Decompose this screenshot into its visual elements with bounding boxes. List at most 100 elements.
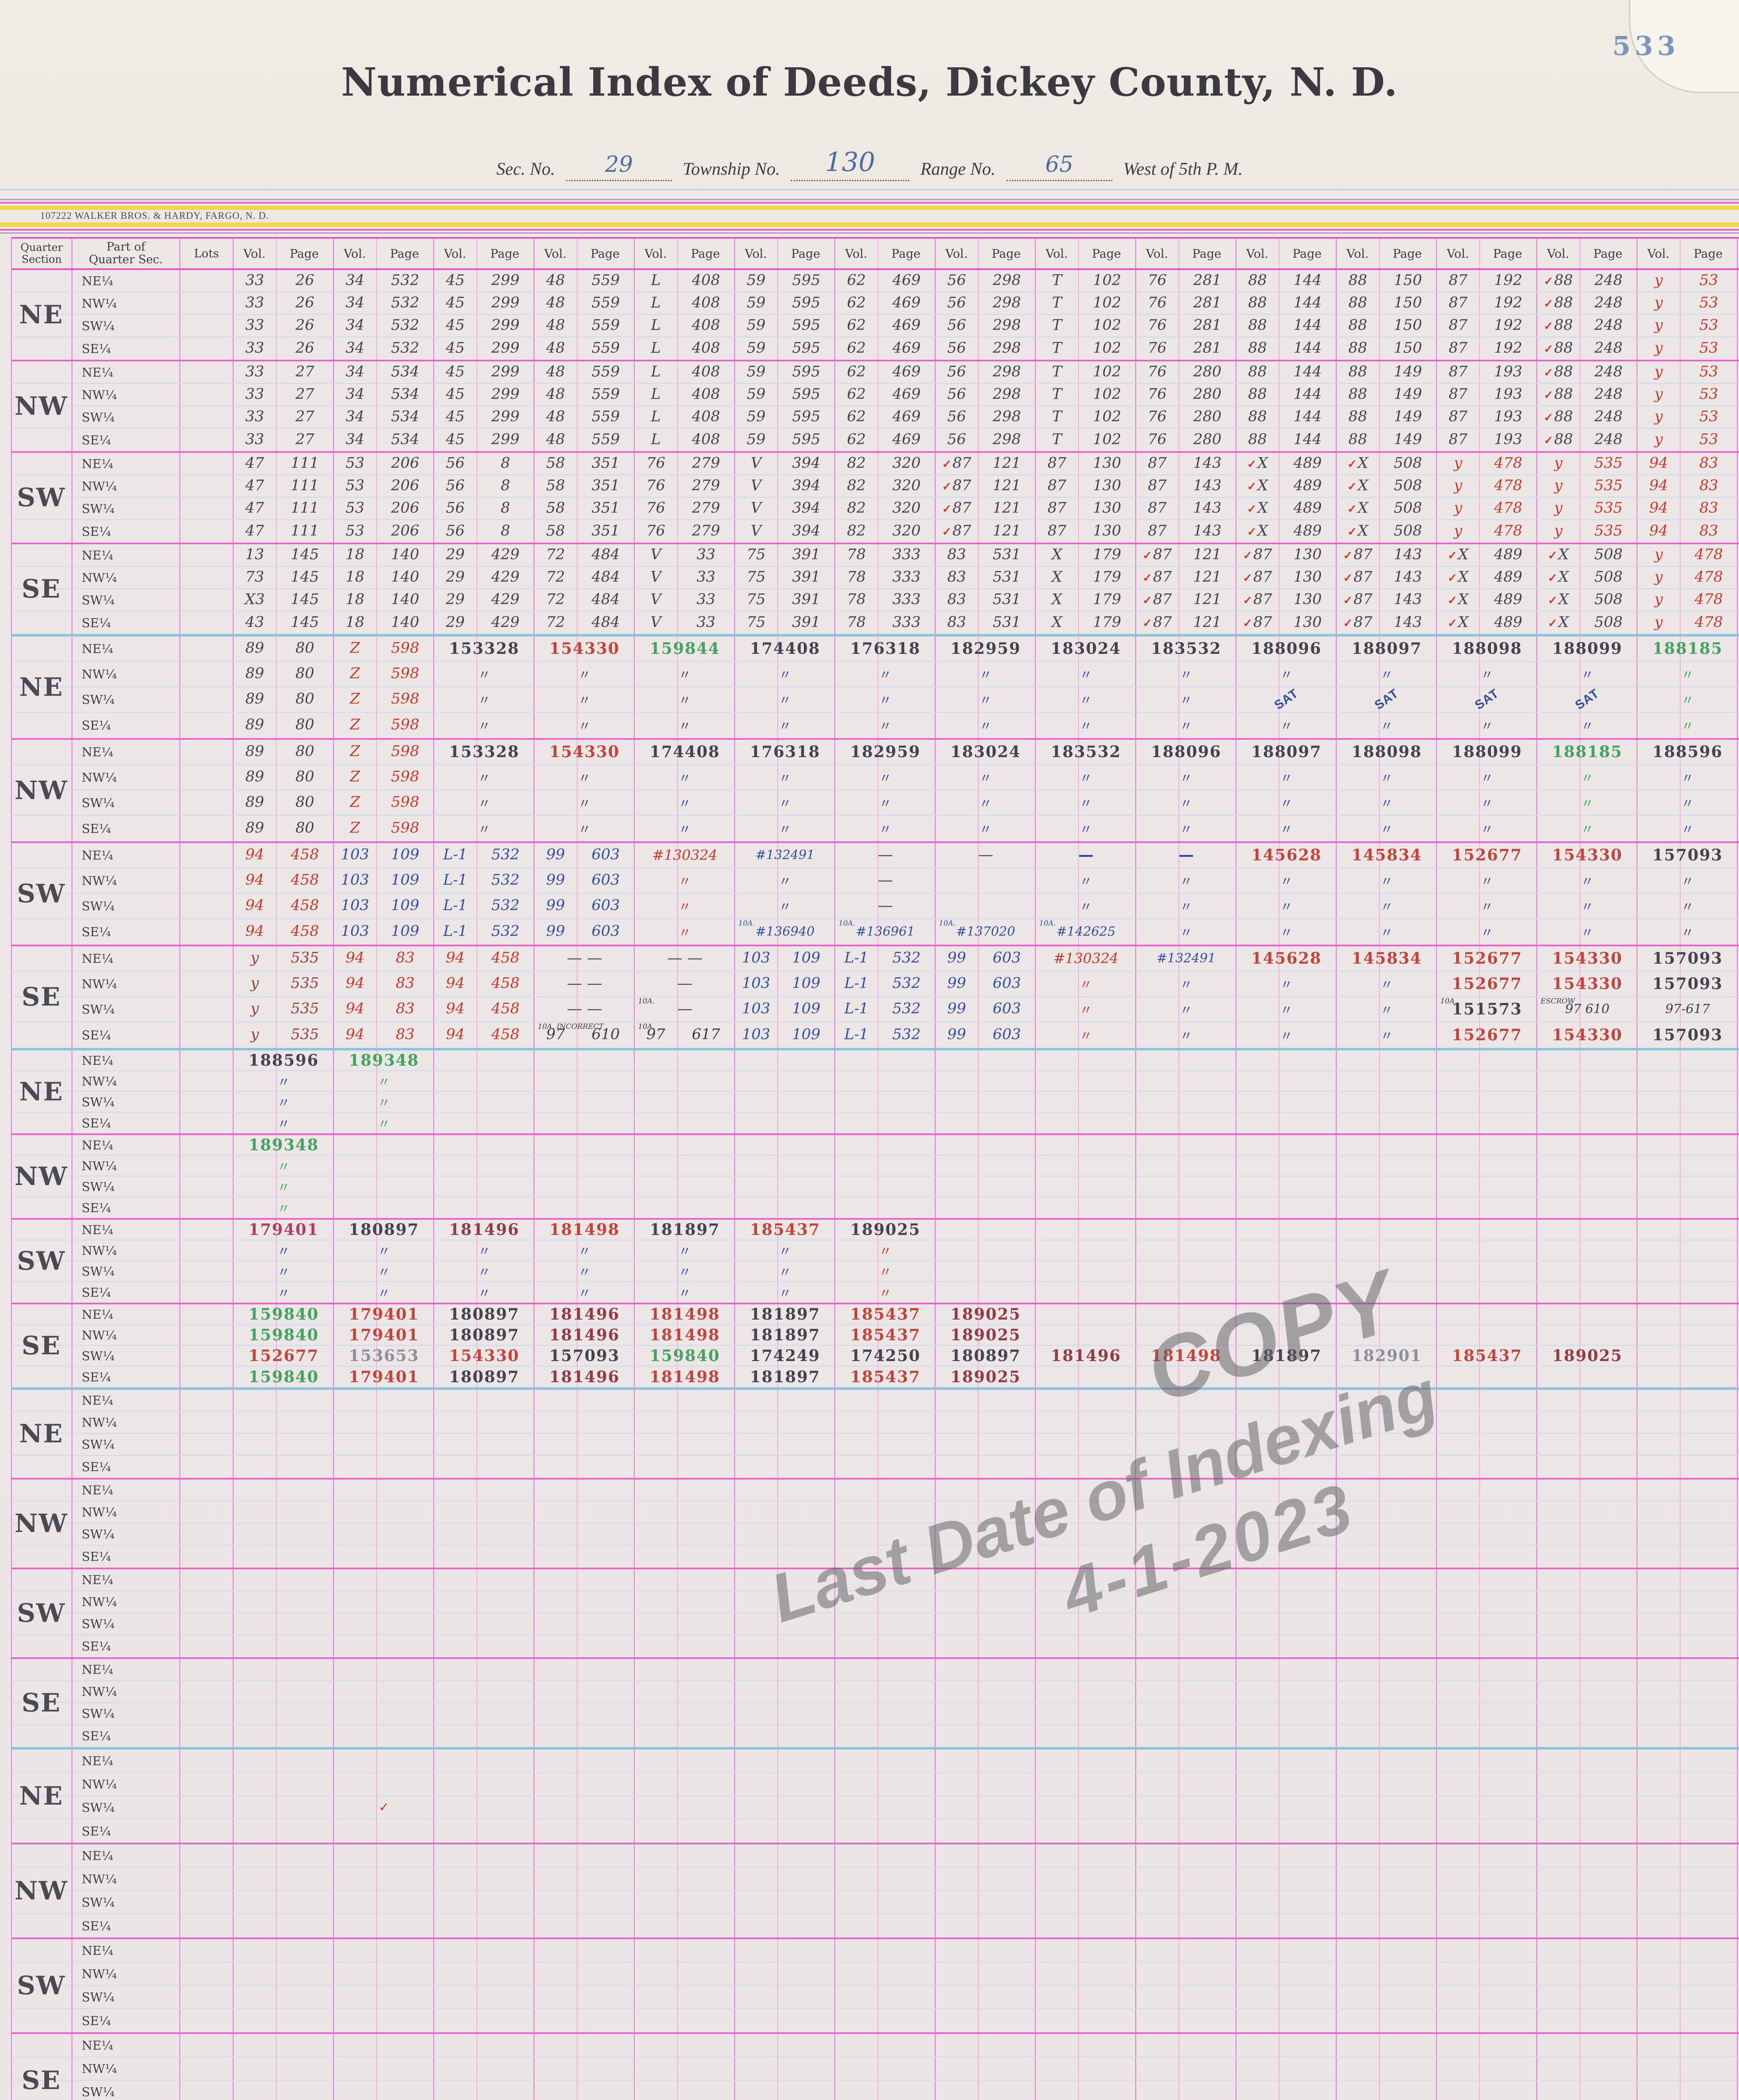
pair-cell: ✓X 508 xyxy=(1537,544,1637,566)
stamp-value: 〃 xyxy=(879,822,892,838)
pair-cell: 〃 xyxy=(1036,868,1136,893)
pair-cell xyxy=(434,1659,534,1680)
table-row: NE¼ xyxy=(11,2034,1739,2057)
part-label: SE¼ xyxy=(72,1197,180,1218)
stamp-value: 〃 xyxy=(1581,874,1594,890)
quarter-spacer-cell xyxy=(12,1220,72,1240)
part-label: NE¼ xyxy=(72,1390,180,1411)
pair-cell: 〃 xyxy=(534,1282,635,1303)
pair-cell: y 53 xyxy=(1637,384,1738,405)
page-value: 143 xyxy=(1193,477,1222,494)
pair-cell: 189025 xyxy=(936,1367,1036,1387)
pair-cell xyxy=(1637,1659,1738,1680)
vol-value: 103 xyxy=(742,1000,770,1017)
page-value: 559 xyxy=(592,363,620,380)
stamp-value: #136961 xyxy=(856,924,915,939)
page-value: 102 xyxy=(1093,430,1121,448)
pair-cell xyxy=(1537,1220,1637,1240)
pair-cell: 〃 xyxy=(1337,919,1437,945)
vol-value: 88 xyxy=(1248,408,1267,425)
quarter-block: NW NE¼ 89 80 Z 598 153328 154330 174408 176318 182… xyxy=(11,740,1739,843)
pair-cell xyxy=(1236,1325,1337,1345)
pair-cell: 34 532 xyxy=(334,315,434,336)
pair-cell xyxy=(1537,1819,1637,1843)
page-value: 299 xyxy=(491,271,520,289)
pair-cell: 〃 xyxy=(1036,713,1136,738)
pair-cell: 76 279 xyxy=(635,475,735,497)
stamp-value: 182959 xyxy=(950,639,1021,658)
stamp-value: 189025 xyxy=(950,1304,1021,1323)
part-label: NE¼ xyxy=(72,740,180,764)
pair-cell: 82 320 xyxy=(835,453,936,474)
quarter-block: NE NE¼ 188596 189348 NW¼ 〃〃 SW¼ 〃〃 SE¼ 〃〃 xyxy=(11,1050,1739,1135)
pair-cell xyxy=(1036,1591,1136,1612)
lots-cell xyxy=(180,2034,234,2056)
pair-cell xyxy=(635,1197,735,1218)
pair-cell xyxy=(1036,1156,1136,1176)
page-header: Page xyxy=(590,246,620,261)
stamp-value: 〃 xyxy=(1079,1003,1092,1018)
stamp-value: 188596 xyxy=(1652,742,1723,761)
pair-cell: 〃 xyxy=(735,1282,835,1303)
pair-cell xyxy=(1637,1939,1738,1962)
pair-cell xyxy=(1537,1914,1637,1937)
table-row: NW¼ 33 27 34 534 45 299 48 559 L 408 59 595 62 469 56 29… xyxy=(11,384,1739,406)
page-value: 206 xyxy=(391,454,419,471)
stamp-value: 〃 xyxy=(1681,874,1694,890)
lots-cell xyxy=(180,1844,234,1867)
pair-cell: 〃 xyxy=(534,791,635,815)
page-value: 179 xyxy=(1093,613,1121,631)
pair-cell xyxy=(1036,1796,1136,1819)
pair-cell xyxy=(1236,1304,1337,1324)
pair-cell xyxy=(1437,1725,1537,1747)
quarter-block: SW NE¼ 179401 180897 181496 181498 181897 18543… xyxy=(11,1220,1739,1304)
stamp-value: 〃 xyxy=(678,796,691,812)
vol-value: T xyxy=(1052,339,1062,356)
pair-cell xyxy=(1236,1135,1337,1155)
pair-cell: 48 559 xyxy=(534,315,635,336)
pair-cell: 58 351 xyxy=(534,453,635,474)
vol-value: 75 xyxy=(746,568,766,585)
stamp-value: 154330 xyxy=(449,1346,520,1365)
pair-cell: 87 143 xyxy=(1136,475,1236,497)
part-label: SE¼ xyxy=(72,520,180,543)
pair-cell xyxy=(234,1914,334,1937)
pair-cell xyxy=(936,1261,1036,1281)
pair-cell: 188098 xyxy=(1337,740,1437,764)
pair-cell xyxy=(635,1480,735,1501)
pair-cell: 〃 xyxy=(334,1113,434,1133)
pair-cell: 76 281 xyxy=(1136,270,1236,292)
stamp-value: 〃 xyxy=(779,693,792,708)
page-value: 394 xyxy=(792,454,820,471)
pair-cell: 88 149 xyxy=(1337,384,1437,405)
vol-value: L-1 xyxy=(844,1000,869,1017)
stamp-value: 188097 xyxy=(1351,639,1422,658)
pair-cell: 76 280 xyxy=(1136,384,1236,405)
page-value: 53 xyxy=(1699,385,1718,402)
pair-cell: ✓X 489 xyxy=(1236,453,1337,474)
page-value: 603 xyxy=(993,949,1021,967)
page-value: 595 xyxy=(792,271,820,289)
pair-cell: 94 458 xyxy=(434,997,534,1022)
pair-cell: 157093 xyxy=(1637,946,1738,971)
vol-header: Vol. xyxy=(1647,246,1670,261)
pair-cell xyxy=(234,1725,334,1747)
table-row: NW¼ xyxy=(11,1591,1739,1613)
part-label: NW¼ xyxy=(72,1240,180,1260)
page-value: 299 xyxy=(491,430,520,448)
pair-cell: 18 140 xyxy=(334,612,434,634)
page-value: 121 xyxy=(993,477,1021,494)
pair-cell xyxy=(1437,1434,1537,1455)
pair-cell: ✓X 489 xyxy=(1437,612,1537,634)
table-row: SW¼ xyxy=(11,1986,1739,2009)
pair-cell xyxy=(334,1635,434,1657)
pair-cell xyxy=(835,2081,936,2100)
vol-value: 87 xyxy=(1047,499,1067,516)
pair-cell xyxy=(434,1635,534,1657)
stamp-value: 〃 xyxy=(1280,874,1293,890)
pair-cell xyxy=(1236,1434,1337,1455)
table-row: NE¼ 189348 xyxy=(11,1135,1739,1156)
pair-cell xyxy=(835,1868,936,1890)
pair-cell: 〃 xyxy=(234,1282,334,1303)
pair-cell xyxy=(1036,1177,1136,1196)
